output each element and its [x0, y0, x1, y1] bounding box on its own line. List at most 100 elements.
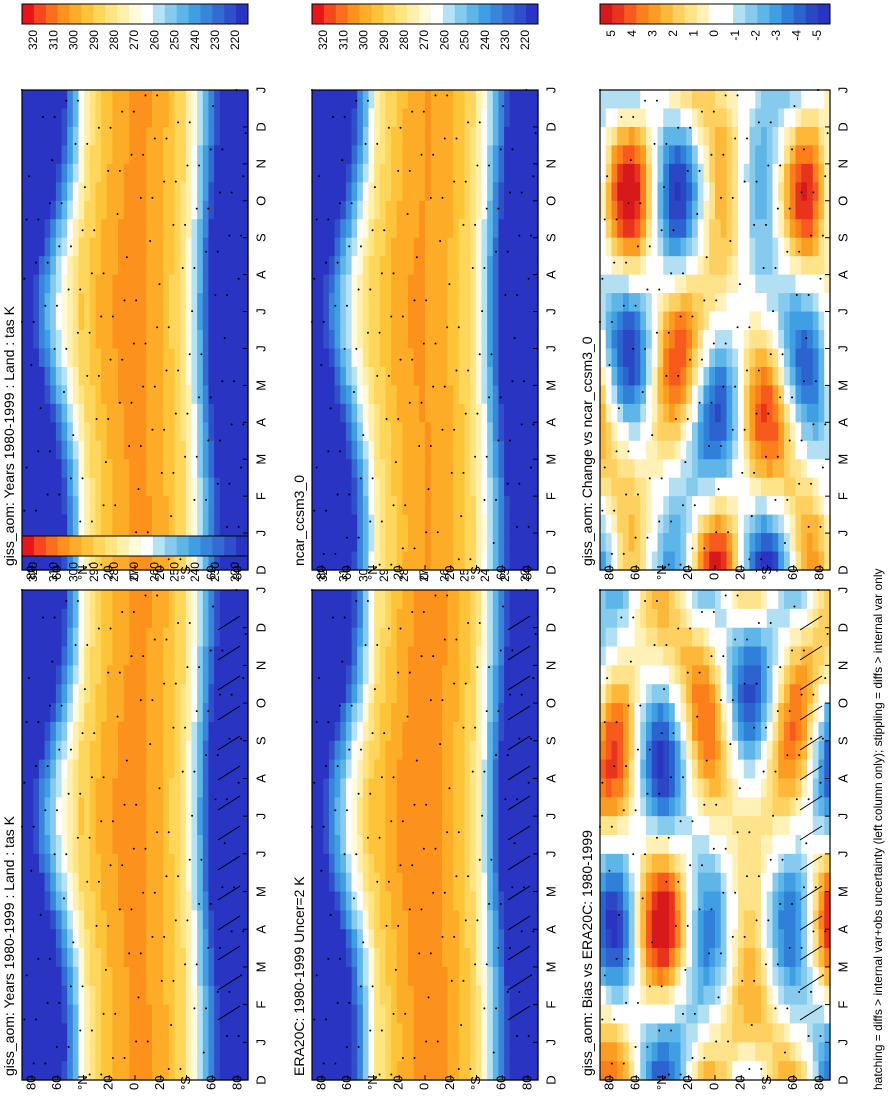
heat-cell	[498, 703, 505, 723]
stipple-dot	[188, 353, 191, 356]
heat-cell	[532, 459, 539, 479]
stipple-dot	[151, 935, 154, 938]
heat-cell	[44, 182, 51, 202]
heat-cell	[526, 684, 533, 704]
heat-cell	[123, 348, 130, 368]
heat-cell	[174, 1023, 181, 1043]
heat-cell	[419, 590, 426, 610]
heat-cell	[89, 459, 97, 479]
colorbar-swatch	[224, 536, 237, 556]
stipple-dot	[79, 288, 82, 291]
heat-cell	[101, 311, 108, 331]
heat-cell	[328, 684, 336, 704]
stipple-dot	[509, 693, 512, 696]
heat-cell	[191, 90, 198, 110]
heat-cell	[447, 1023, 454, 1043]
stipple-dot	[474, 726, 477, 729]
heat-cell	[72, 274, 80, 294]
colorbar-label: 270	[127, 562, 141, 582]
heat-cell	[368, 665, 375, 685]
heat-cell	[208, 608, 215, 629]
stipple-dot	[95, 924, 98, 927]
heat-cell	[185, 163, 193, 183]
heat-cell	[22, 200, 29, 220]
heat-cell	[151, 293, 159, 313]
heat-cell	[391, 1042, 398, 1062]
heat-cell	[89, 551, 97, 571]
heat-cell	[391, 330, 398, 350]
heat-cell	[180, 778, 187, 798]
heat-cell	[146, 163, 153, 183]
heat-cell	[208, 311, 215, 331]
month-tick-label: J	[253, 1039, 268, 1046]
heat-cell	[78, 759, 85, 780]
stipple-dot	[184, 963, 187, 966]
heat-cell	[236, 853, 243, 874]
heat-cell	[413, 590, 420, 610]
heat-cell	[219, 459, 226, 479]
heat-cell	[441, 126, 449, 146]
heat-cell	[430, 256, 437, 276]
heat-cell	[487, 274, 494, 294]
heat-cell	[515, 1004, 522, 1025]
heat-cell	[33, 330, 40, 350]
heat-cell	[106, 514, 113, 534]
heat-cell	[402, 108, 409, 128]
heat-cell	[458, 182, 466, 202]
heat-cell	[191, 985, 198, 1006]
heat-cell	[447, 816, 454, 836]
heat-cell	[492, 163, 500, 183]
heat-cell	[38, 1023, 46, 1043]
stipple-dot	[69, 245, 72, 248]
heat-cell	[441, 496, 449, 516]
heat-cell	[521, 740, 528, 761]
heat-cell	[118, 778, 125, 798]
heat-cell	[168, 348, 176, 368]
heat-cell	[214, 219, 221, 239]
heat-cell	[436, 759, 443, 780]
heat-cell	[447, 684, 454, 704]
stipple-dot	[397, 924, 400, 927]
heat-cell	[44, 366, 51, 386]
heat-cell	[374, 459, 381, 479]
heat-cell	[135, 721, 142, 742]
heat-cell	[328, 533, 336, 553]
heat-cell	[441, 108, 449, 128]
heat-cell	[492, 910, 500, 930]
heat-cell	[379, 740, 387, 761]
heat-cell	[509, 496, 516, 516]
heat-cell	[84, 929, 91, 949]
heat-cell	[44, 163, 51, 183]
heat-cell	[231, 590, 238, 610]
heat-cell	[140, 182, 147, 202]
heat-cell	[334, 590, 341, 610]
heat-cell	[447, 721, 454, 742]
heat-cell	[168, 108, 176, 128]
heat-cell	[323, 703, 330, 723]
heat-cell	[515, 422, 522, 442]
heat-cell	[368, 366, 375, 386]
heat-cell	[157, 219, 164, 239]
heat-cell	[458, 1042, 466, 1062]
heat-cell	[328, 1004, 336, 1025]
colorbar-swatch	[93, 4, 106, 24]
heat-cell	[374, 1004, 381, 1025]
heat-cell	[197, 797, 204, 817]
heat-cell	[504, 910, 511, 930]
heat-cell	[419, 533, 426, 553]
heat-cell	[89, 835, 97, 855]
heat-cell	[55, 182, 63, 202]
month-tick-label: N	[253, 661, 268, 670]
heat-cell	[219, 256, 226, 276]
heat-cell	[129, 891, 136, 911]
heat-cell	[515, 237, 522, 257]
heat-cell	[33, 797, 40, 817]
heat-cell	[328, 551, 336, 571]
stipple-dot	[369, 1029, 372, 1032]
heat-cell	[89, 627, 97, 648]
heat-cell	[526, 256, 533, 276]
heat-cell	[123, 145, 130, 165]
heat-cell	[334, 237, 341, 257]
heat-cell	[191, 330, 198, 350]
heat-cell	[413, 646, 420, 666]
